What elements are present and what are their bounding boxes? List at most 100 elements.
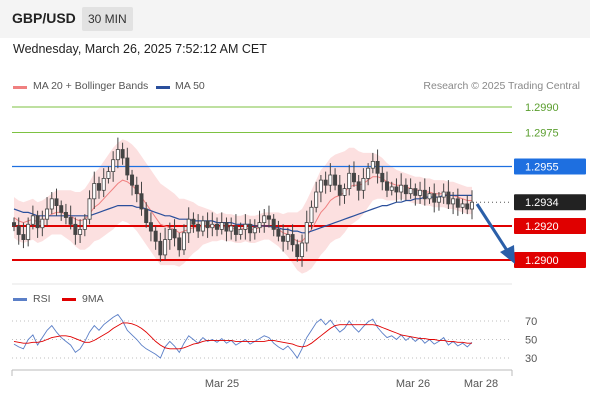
candle-body bbox=[40, 218, 45, 229]
candle-body bbox=[309, 206, 314, 224]
candle-body bbox=[413, 188, 418, 196]
candle-body bbox=[276, 228, 281, 237]
candle-body bbox=[460, 203, 465, 208]
candle-body bbox=[394, 186, 399, 193]
candle-body bbox=[106, 171, 111, 179]
candle-body bbox=[158, 240, 163, 256]
candle-body bbox=[266, 215, 271, 220]
candle-body bbox=[262, 215, 267, 224]
timeframe-button[interactable]: 30 MIN bbox=[82, 7, 133, 31]
candle-body bbox=[73, 223, 78, 235]
candle-body bbox=[78, 228, 83, 235]
candle-body bbox=[285, 234, 290, 242]
rsi-ma9-line bbox=[13, 322, 472, 350]
candle-body bbox=[271, 218, 276, 230]
candle-body bbox=[229, 225, 234, 232]
candle-body bbox=[153, 230, 158, 242]
candle-body bbox=[418, 189, 423, 196]
candle-body bbox=[356, 181, 361, 191]
candle-body bbox=[441, 191, 446, 198]
rsi-legend-swatch bbox=[13, 298, 27, 301]
candle-body bbox=[323, 179, 328, 186]
candle-body bbox=[96, 183, 101, 191]
candle-body bbox=[54, 198, 59, 207]
candle-body bbox=[172, 228, 177, 239]
last-price-label: 1.2934 bbox=[525, 197, 559, 209]
ma20-legend-swatch bbox=[13, 86, 27, 89]
level-label-pivot: 1.2955 bbox=[525, 162, 559, 174]
candle-body bbox=[59, 205, 64, 213]
candle-body bbox=[300, 242, 305, 257]
candle-body bbox=[49, 198, 54, 210]
candle-body bbox=[26, 223, 31, 241]
candle-body bbox=[281, 235, 286, 242]
level-label-resistance-1: 1.2975 bbox=[525, 128, 559, 140]
level-label-support-2: 1.2900 bbox=[525, 255, 559, 267]
candle-body bbox=[290, 234, 295, 246]
candle-body bbox=[233, 225, 238, 235]
candle-body bbox=[257, 222, 262, 229]
level-box-support-2 bbox=[514, 252, 586, 268]
candle-body bbox=[375, 160, 380, 174]
candle-body bbox=[186, 218, 191, 234]
candle-body bbox=[205, 220, 210, 229]
candle-body bbox=[314, 191, 319, 208]
candle-body bbox=[408, 188, 413, 195]
candle-body bbox=[45, 208, 50, 220]
ma50-legend-swatch bbox=[156, 86, 170, 89]
candle-body bbox=[196, 223, 201, 232]
ma20-legend-label: MA 20 + Bollinger Bands bbox=[33, 80, 149, 92]
candle-body bbox=[295, 244, 300, 257]
x-tick-label: Mar 28 bbox=[464, 378, 498, 390]
candle-body bbox=[432, 193, 437, 203]
candle-body bbox=[385, 181, 390, 191]
candle-body bbox=[11, 222, 16, 227]
candle-body bbox=[92, 183, 97, 200]
candle-body bbox=[177, 237, 182, 251]
candle-body bbox=[342, 188, 347, 196]
candle-body bbox=[333, 174, 338, 186]
candle-body bbox=[243, 223, 248, 230]
candle-body bbox=[68, 217, 73, 225]
candle-body bbox=[30, 215, 35, 225]
ma50-legend-label: MA 50 bbox=[175, 80, 205, 92]
candle-body bbox=[125, 157, 130, 176]
level-label-resistance-2: 1.2990 bbox=[525, 102, 559, 114]
candle-body bbox=[200, 220, 205, 232]
candle-body bbox=[144, 208, 149, 223]
ma9-legend-swatch bbox=[62, 298, 76, 301]
candle-body bbox=[347, 172, 352, 190]
candle-body bbox=[455, 198, 460, 208]
chart-header: GBP/USD 30 MIN bbox=[0, 0, 590, 38]
candle-body bbox=[422, 189, 427, 200]
candle-body bbox=[120, 149, 125, 159]
candle-body bbox=[63, 211, 68, 218]
candle-body bbox=[181, 232, 186, 251]
candle-body bbox=[167, 228, 172, 240]
level-label-support-1: 1.2920 bbox=[525, 221, 559, 233]
rsi-tick-label: 30 bbox=[525, 353, 537, 365]
rsi-legend-label: RSI bbox=[33, 293, 51, 305]
candle-body bbox=[403, 184, 408, 195]
candle-body bbox=[304, 222, 309, 244]
bollinger-band bbox=[14, 139, 472, 274]
candle-body bbox=[210, 223, 215, 229]
candle-body bbox=[351, 172, 356, 183]
candle-body bbox=[318, 179, 323, 193]
candle-body bbox=[361, 177, 366, 191]
candle-body bbox=[82, 218, 87, 230]
candles bbox=[11, 137, 474, 267]
candle-body bbox=[148, 222, 153, 232]
candle-body bbox=[248, 223, 253, 234]
candle-body bbox=[163, 239, 168, 256]
candle-body bbox=[134, 184, 139, 195]
candle-body bbox=[427, 193, 432, 200]
x-tick-label: Mar 26 bbox=[396, 378, 430, 390]
candle-body bbox=[469, 201, 474, 210]
candle-body bbox=[366, 167, 371, 179]
copyright: Research © 2025 Trading Central bbox=[423, 80, 580, 92]
instrument-label: GBP/USD bbox=[12, 10, 76, 26]
candle-body bbox=[238, 228, 243, 235]
candle-body bbox=[191, 218, 196, 225]
